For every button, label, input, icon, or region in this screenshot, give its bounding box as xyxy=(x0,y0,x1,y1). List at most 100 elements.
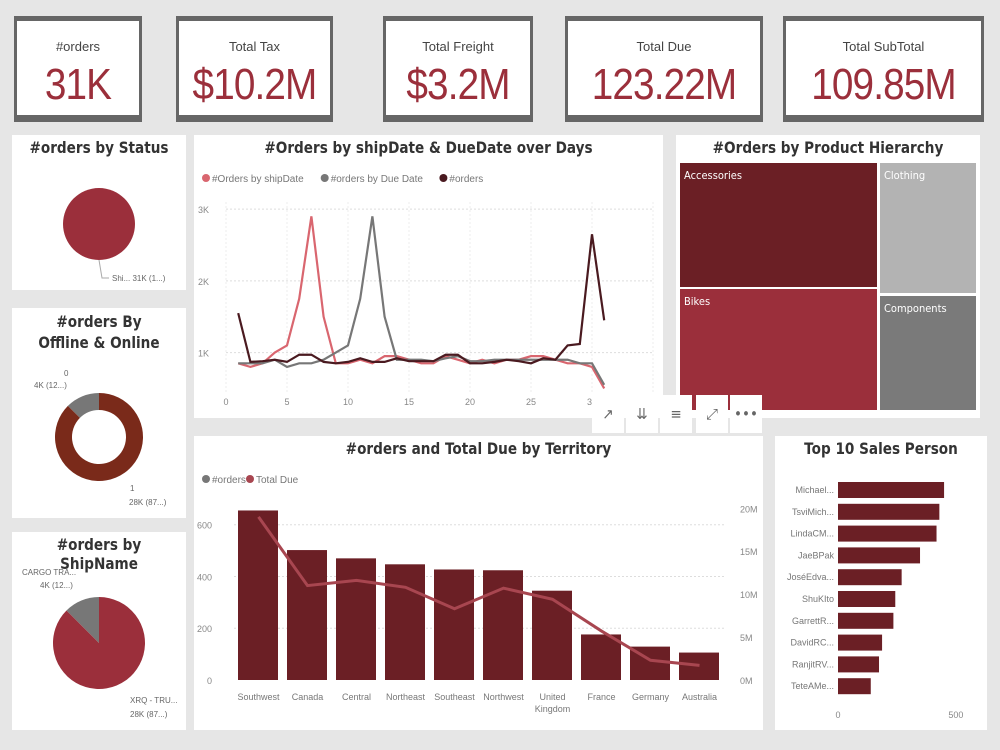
status-pie-card[interactable]: #orders by Status Shi... 31K (1...) xyxy=(12,135,186,290)
x-category-label: Central xyxy=(342,692,371,702)
category-label: JoséEdva... xyxy=(787,572,834,582)
kpi-label: Total Due xyxy=(636,39,692,54)
y2-tick-label: 20M xyxy=(740,504,758,514)
line-chart-card[interactable]: #Orders by shipDate & DueDate over Days … xyxy=(194,135,663,418)
kpi-total-subtotal[interactable]: Total SubTotal 109.85M xyxy=(783,16,984,122)
territory-chart-title: #orders and Total Due by Territory xyxy=(345,439,612,458)
leader-line xyxy=(98,259,109,279)
kpi-label: Total Freight xyxy=(422,39,494,54)
x-tick-label: 15 xyxy=(404,397,414,407)
series-line-2[interactable] xyxy=(237,234,606,365)
legend-label: #orders xyxy=(449,174,483,185)
kpi-value: 109.85M xyxy=(811,60,956,109)
kpi-value: $3.2M xyxy=(406,60,510,109)
category-label: DavidRC... xyxy=(790,638,834,648)
line-chart-title: #Orders by shipDate & DueDate over Days xyxy=(264,138,593,157)
legend-marker xyxy=(439,174,448,182)
donut-slice-1[interactable] xyxy=(54,393,143,481)
total-due-line[interactable] xyxy=(257,516,700,667)
kpi-total-freight[interactable]: Total Freight $3.2M xyxy=(383,16,533,122)
kpi-total-due[interactable]: Total Due 123.22M xyxy=(565,16,763,122)
x-tick-label: 10 xyxy=(343,397,353,407)
treemap-components[interactable]: Components xyxy=(880,296,976,410)
donut-label-1: 1 xyxy=(130,484,135,493)
bar[interactable] xyxy=(581,634,621,680)
bar[interactable] xyxy=(838,591,896,607)
x-category-label: Canada xyxy=(292,692,324,702)
kpi-orders[interactable]: #orders 31K xyxy=(14,16,142,122)
bar[interactable] xyxy=(532,590,572,680)
treemap-title: #Orders by Product Hierarchy xyxy=(712,138,944,157)
status-pie-label: Shi... 31K (1...) xyxy=(112,274,166,283)
legend-marker xyxy=(320,174,329,182)
bar[interactable] xyxy=(838,678,871,695)
pie-slice-1[interactable] xyxy=(53,597,145,689)
bar[interactable] xyxy=(838,547,921,564)
treemap-accessories[interactable]: Accessories xyxy=(680,163,877,287)
x-category-label: Northwest xyxy=(483,692,524,702)
y-tick-label: 3K xyxy=(198,205,209,215)
category-label: RanjitRV... xyxy=(792,659,834,669)
x-tick-label: 20 xyxy=(465,397,475,407)
offline-title: #orders By Offline & Online xyxy=(38,312,160,352)
category-label: Michael... xyxy=(795,485,834,495)
bar[interactable] xyxy=(838,656,880,673)
kpi-value: 31K xyxy=(44,60,112,109)
kpi-total-tax[interactable]: Total Tax $10.2M xyxy=(176,16,333,122)
treemap-bikes[interactable]: Bikes xyxy=(680,289,877,410)
legend-marker xyxy=(202,174,210,182)
bar[interactable] xyxy=(238,510,278,680)
top-sales-card[interactable]: Top 10 Sales Person 0 500 Michael... TsviMi… xyxy=(775,436,987,730)
bar[interactable] xyxy=(838,634,883,651)
pie-label-1: XRQ - TRU... xyxy=(130,696,177,705)
shipname-pie-card[interactable]: #orders by ShipName CARGO TRA... 4K (12.… xyxy=(12,532,186,730)
bar[interactable] xyxy=(838,482,945,498)
series-line-0[interactable] xyxy=(237,216,606,389)
status-title: #orders by Status xyxy=(29,138,169,157)
bar[interactable] xyxy=(838,503,940,520)
y-tick-label: 1K xyxy=(198,349,209,359)
series-line-1[interactable] xyxy=(238,216,606,386)
legend-label: #Orders by shipDate xyxy=(212,174,304,185)
drill-down-icon[interactable]: ⇊ xyxy=(626,395,658,433)
territory-chart-card[interactable]: #orders and Total Due by Territory #orde… xyxy=(194,436,763,730)
focus-mode-icon[interactable]: ⤢ xyxy=(696,395,728,433)
y2-tick-label: 5M xyxy=(740,633,753,643)
x-tick-label: 5 xyxy=(284,397,289,407)
bar[interactable] xyxy=(838,569,902,586)
bar[interactable] xyxy=(336,558,376,680)
bar[interactable] xyxy=(838,525,937,542)
x-tick-label: 0 xyxy=(835,710,840,720)
offline-online-donut-card[interactable]: #orders By Offline & Online 0 4K (12...)… xyxy=(12,308,186,518)
x-category-label: United Kingdom xyxy=(535,692,571,714)
y-tick-label: 600 xyxy=(197,521,212,531)
donut-value-0: 4K (12...) xyxy=(34,381,67,390)
category-label: LindaCM... xyxy=(790,529,834,539)
y-tick-label: 200 xyxy=(197,624,212,634)
kpi-value: $10.2M xyxy=(192,60,318,109)
bar[interactable] xyxy=(385,564,425,680)
filter-icon[interactable]: ≡ xyxy=(660,395,692,433)
pie-value-1: 28K (87...) xyxy=(130,710,168,719)
x-category-label: Southeast xyxy=(434,692,475,702)
legend-label: #orders xyxy=(212,475,246,486)
bar[interactable] xyxy=(287,550,327,680)
kpi-value: 123.22M xyxy=(591,60,737,109)
status-pie-slice[interactable] xyxy=(63,188,135,260)
category-label: ShuKIto xyxy=(802,594,834,604)
top-sales-title: Top 10 Sales Person xyxy=(804,439,958,458)
donut-value-1: 28K (87...) xyxy=(129,498,167,507)
treemap-clothing[interactable]: Clothing xyxy=(880,163,976,293)
y2-tick-label: 10M xyxy=(740,590,758,600)
x-category-label: Northeast xyxy=(386,692,426,702)
x-tick-label: 25 xyxy=(526,397,536,407)
more-options-icon[interactable]: ••• xyxy=(730,395,762,433)
bar[interactable] xyxy=(838,612,894,629)
category-label: TsviMich... xyxy=(792,507,834,517)
treemap-card[interactable]: #Orders by Product Hierarchy Accessories… xyxy=(676,135,980,418)
donut-slice-0[interactable] xyxy=(67,393,99,418)
pie-slice-0[interactable] xyxy=(66,597,99,643)
drill-icon[interactable]: ↗ xyxy=(592,395,624,433)
bar[interactable] xyxy=(434,569,474,680)
kpi-label: Total SubTotal xyxy=(842,39,925,54)
